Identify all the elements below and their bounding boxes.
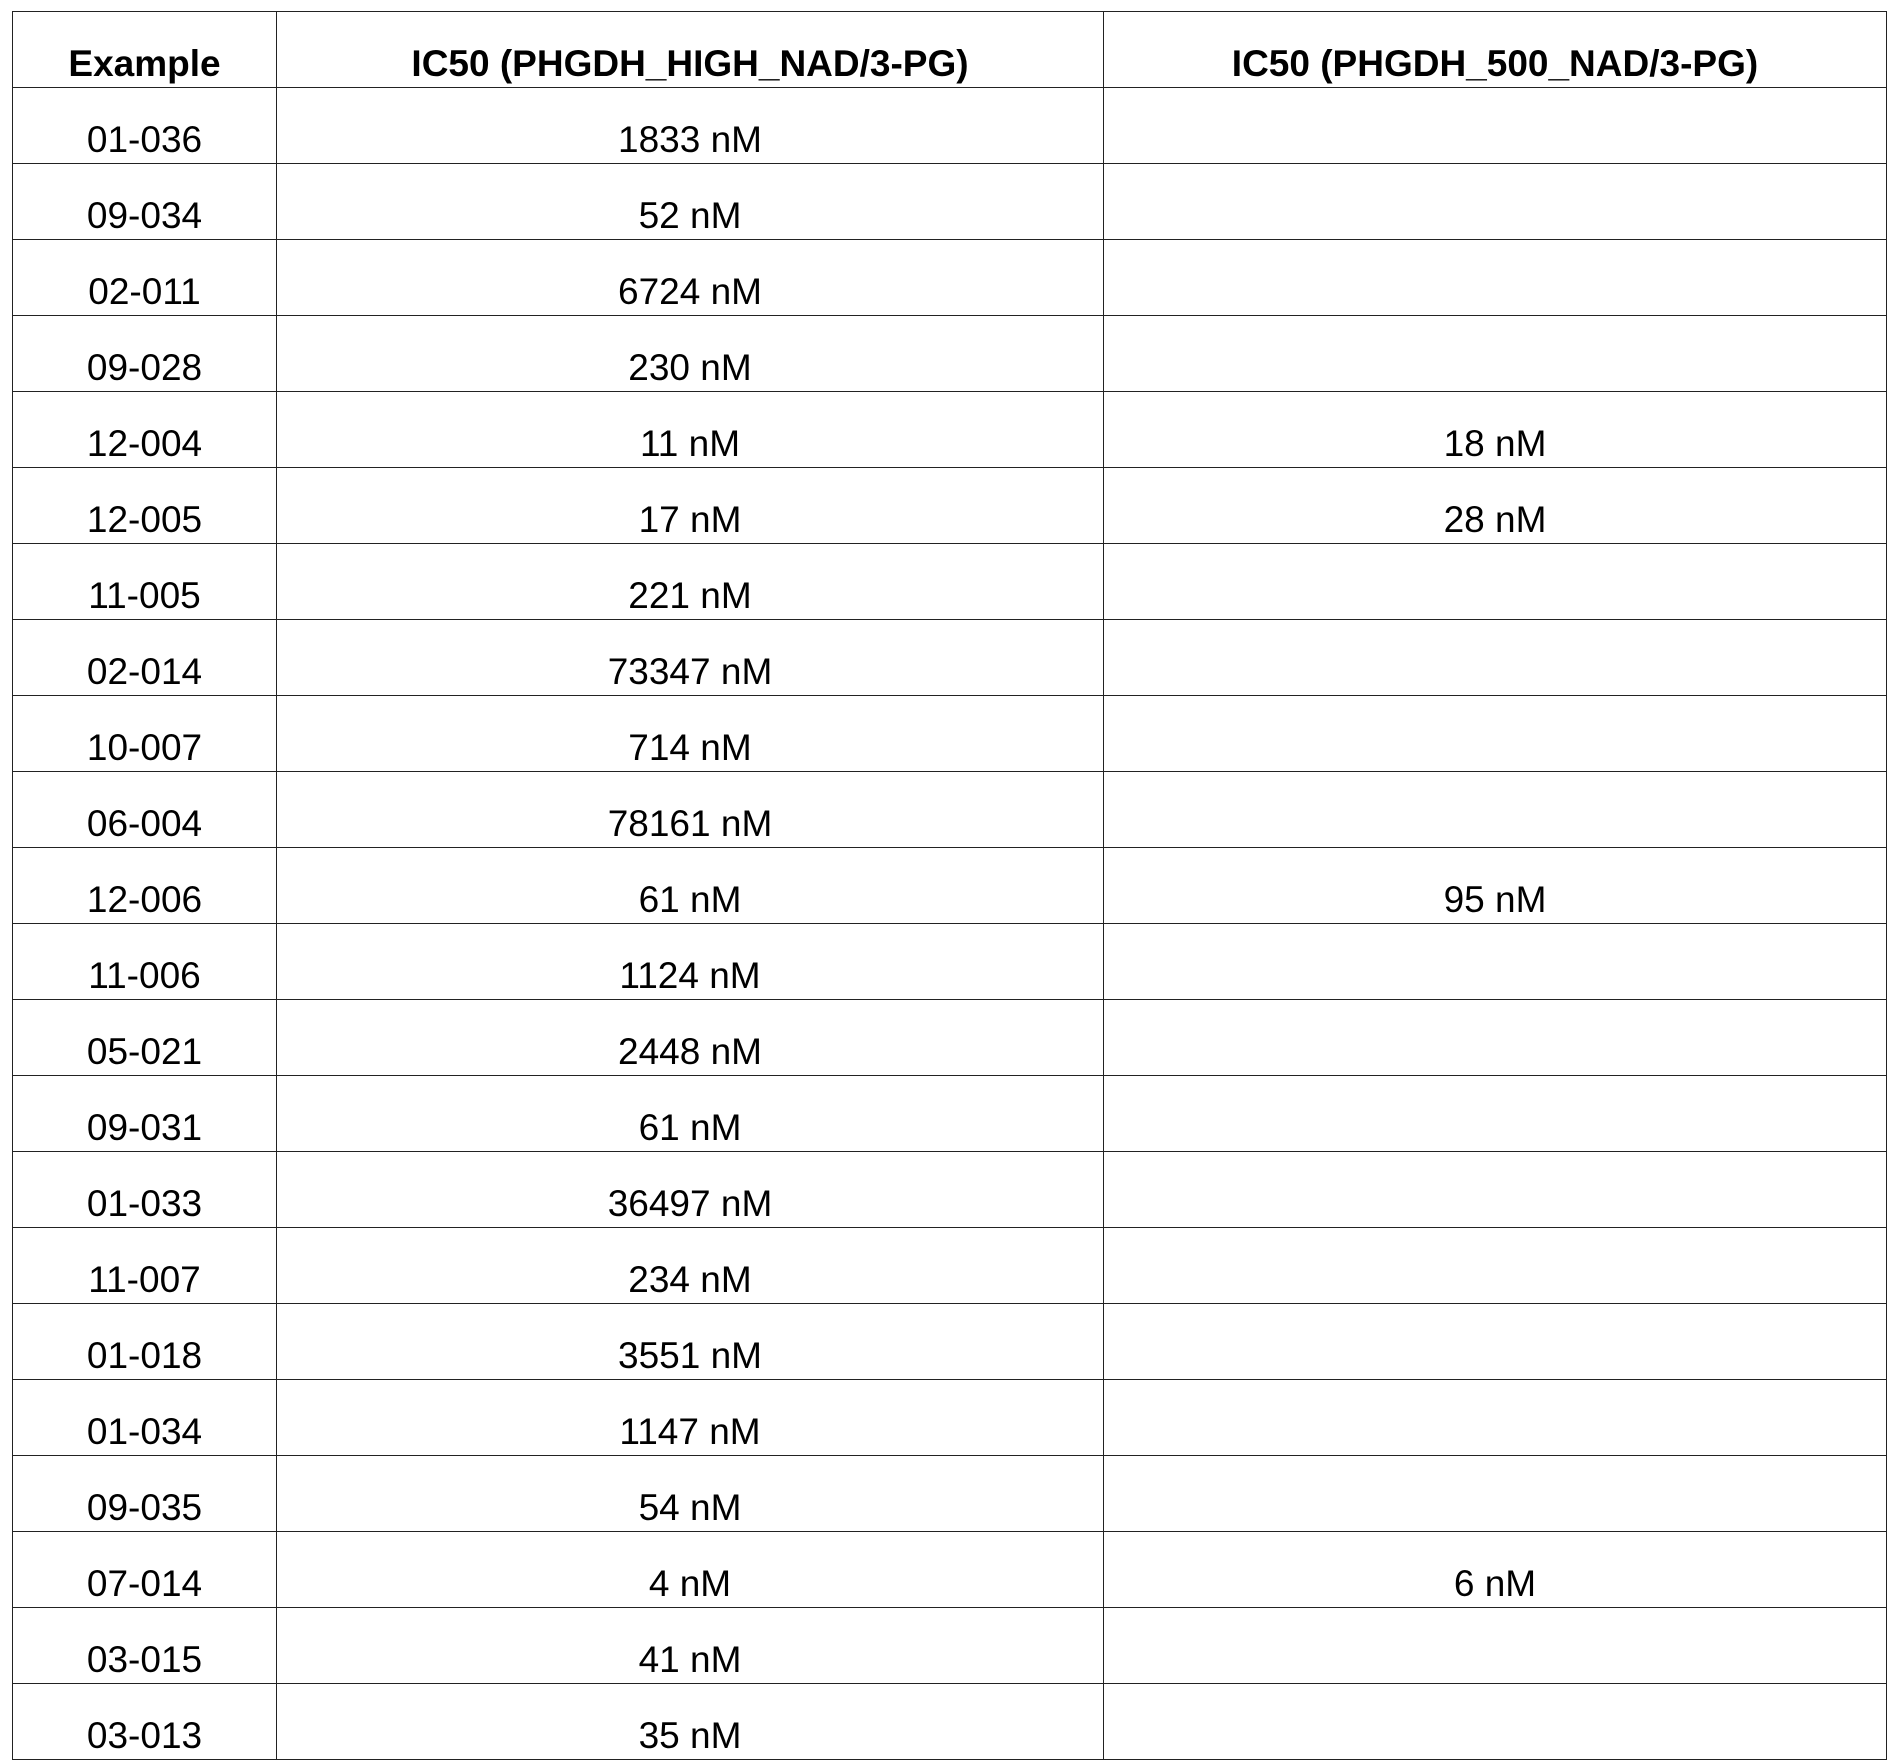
cell-ic50-500 xyxy=(1104,924,1887,1000)
cell-ic50-500 xyxy=(1104,316,1887,392)
cell-example: 06-004 xyxy=(13,772,277,848)
cell-ic50-500 xyxy=(1104,1000,1887,1076)
table-row: 11-0061124 nM xyxy=(13,924,1887,1000)
table-row: 02-0116724 nM xyxy=(13,240,1887,316)
table-row: 11-007234 nM xyxy=(13,1228,1887,1304)
header-example: Example xyxy=(13,12,277,88)
table-row: 11-005221 nM xyxy=(13,544,1887,620)
cell-example: 05-021 xyxy=(13,1000,277,1076)
cell-example: 09-031 xyxy=(13,1076,277,1152)
cell-ic50-high: 78161 nM xyxy=(277,772,1104,848)
cell-example: 11-006 xyxy=(13,924,277,1000)
cell-ic50-500 xyxy=(1104,696,1887,772)
cell-ic50-500 xyxy=(1104,240,1887,316)
cell-ic50-high: 230 nM xyxy=(277,316,1104,392)
cell-ic50-high: 17 nM xyxy=(277,468,1104,544)
cell-example: 01-033 xyxy=(13,1152,277,1228)
cell-ic50-high: 714 nM xyxy=(277,696,1104,772)
table-row: 01-0183551 nM xyxy=(13,1304,1887,1380)
cell-ic50-high: 1833 nM xyxy=(277,88,1104,164)
cell-example: 09-035 xyxy=(13,1456,277,1532)
cell-example: 12-005 xyxy=(13,468,277,544)
cell-ic50-500: 6 nM xyxy=(1104,1532,1887,1608)
cell-ic50-high: 35 nM xyxy=(277,1684,1104,1760)
cell-ic50-500: 18 nM xyxy=(1104,392,1887,468)
cell-example: 12-006 xyxy=(13,848,277,924)
table-row: 09-03161 nM xyxy=(13,1076,1887,1152)
table-row: 02-01473347 nM xyxy=(13,620,1887,696)
cell-example: 02-014 xyxy=(13,620,277,696)
cell-ic50-high: 234 nM xyxy=(277,1228,1104,1304)
cell-example: 11-007 xyxy=(13,1228,277,1304)
table-row: 07-0144 nM6 nM xyxy=(13,1532,1887,1608)
cell-ic50-high: 36497 nM xyxy=(277,1152,1104,1228)
cell-ic50-500 xyxy=(1104,1228,1887,1304)
cell-example: 01-018 xyxy=(13,1304,277,1380)
table-row: 03-01335 nM xyxy=(13,1684,1887,1760)
table-row: 12-00661 nM95 nM xyxy=(13,848,1887,924)
table-row: 12-00517 nM28 nM xyxy=(13,468,1887,544)
table-row: 10-007714 nM xyxy=(13,696,1887,772)
cell-ic50-high: 221 nM xyxy=(277,544,1104,620)
cell-example: 09-034 xyxy=(13,164,277,240)
cell-ic50-500 xyxy=(1104,1608,1887,1684)
cell-ic50-high: 1124 nM xyxy=(277,924,1104,1000)
cell-example: 03-015 xyxy=(13,1608,277,1684)
cell-ic50-high: 1147 nM xyxy=(277,1380,1104,1456)
header-ic50-500: IC50 (PHGDH_500_NAD/3-PG) xyxy=(1104,12,1887,88)
table-row: 09-028230 nM xyxy=(13,316,1887,392)
cell-ic50-high: 2448 nM xyxy=(277,1000,1104,1076)
cell-example: 07-014 xyxy=(13,1532,277,1608)
cell-ic50-500: 95 nM xyxy=(1104,848,1887,924)
table-row: 09-03452 nM xyxy=(13,164,1887,240)
table-row: 06-00478161 nM xyxy=(13,772,1887,848)
cell-ic50-500 xyxy=(1104,1456,1887,1532)
table-row: 05-0212448 nM xyxy=(13,1000,1887,1076)
cell-example: 01-034 xyxy=(13,1380,277,1456)
table-row: 09-03554 nM xyxy=(13,1456,1887,1532)
cell-ic50-500 xyxy=(1104,1152,1887,1228)
cell-example: 12-004 xyxy=(13,392,277,468)
table-row: 01-0341147 nM xyxy=(13,1380,1887,1456)
table-row: 01-03336497 nM xyxy=(13,1152,1887,1228)
cell-ic50-500 xyxy=(1104,1076,1887,1152)
cell-ic50-500 xyxy=(1104,1380,1887,1456)
cell-ic50-high: 54 nM xyxy=(277,1456,1104,1532)
cell-ic50-500 xyxy=(1104,544,1887,620)
cell-ic50-500 xyxy=(1104,772,1887,848)
header-row: Example IC50 (PHGDH_HIGH_NAD/3-PG) IC50 … xyxy=(13,12,1887,88)
cell-ic50-high: 11 nM xyxy=(277,392,1104,468)
cell-ic50-500 xyxy=(1104,1304,1887,1380)
cell-ic50-high: 61 nM xyxy=(277,848,1104,924)
cell-ic50-high: 73347 nM xyxy=(277,620,1104,696)
table-row: 12-00411 nM18 nM xyxy=(13,392,1887,468)
cell-ic50-high: 4 nM xyxy=(277,1532,1104,1608)
cell-ic50-500 xyxy=(1104,164,1887,240)
cell-ic50-high: 52 nM xyxy=(277,164,1104,240)
cell-example: 02-011 xyxy=(13,240,277,316)
cell-ic50-high: 61 nM xyxy=(277,1076,1104,1152)
cell-ic50-500: 28 nM xyxy=(1104,468,1887,544)
header-ic50-high: IC50 (PHGDH_HIGH_NAD/3-PG) xyxy=(277,12,1104,88)
cell-example: 03-013 xyxy=(13,1684,277,1760)
cell-example: 01-036 xyxy=(13,88,277,164)
table-row: 03-01541 nM xyxy=(13,1608,1887,1684)
cell-example: 11-005 xyxy=(13,544,277,620)
cell-ic50-high: 3551 nM xyxy=(277,1304,1104,1380)
cell-example: 09-028 xyxy=(13,316,277,392)
cell-ic50-500 xyxy=(1104,1684,1887,1760)
ic50-table: Example IC50 (PHGDH_HIGH_NAD/3-PG) IC50 … xyxy=(12,11,1887,1760)
cell-ic50-high: 6724 nM xyxy=(277,240,1104,316)
cell-ic50-500 xyxy=(1104,88,1887,164)
table-row: 01-0361833 nM xyxy=(13,88,1887,164)
cell-example: 10-007 xyxy=(13,696,277,772)
cell-ic50-high: 41 nM xyxy=(277,1608,1104,1684)
cell-ic50-500 xyxy=(1104,620,1887,696)
